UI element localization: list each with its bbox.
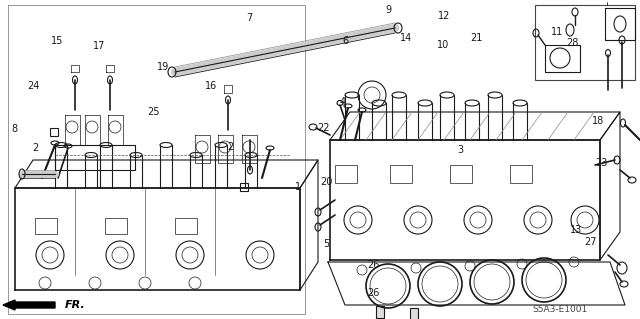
Bar [175, 218, 197, 234]
Bar [410, 308, 418, 319]
Text: 2: 2 [227, 142, 234, 152]
Text: 11: 11 [550, 27, 563, 37]
Text: 26: 26 [367, 260, 380, 270]
Text: 1: 1 [294, 182, 301, 192]
Text: 2: 2 [32, 143, 38, 153]
Bar [450, 165, 472, 183]
Text: 8: 8 [11, 124, 17, 134]
Text: 22: 22 [317, 122, 330, 133]
Bar [376, 306, 384, 318]
Text: 21: 21 [470, 33, 483, 43]
Bar [50, 128, 58, 136]
Text: 23: 23 [595, 158, 608, 168]
Text: 17: 17 [93, 41, 106, 51]
Text: 4: 4 [339, 97, 346, 107]
FancyArrow shape [3, 300, 55, 310]
Text: 9: 9 [385, 5, 392, 15]
Text: 19: 19 [157, 62, 170, 72]
Text: 5: 5 [323, 239, 330, 249]
Text: 16: 16 [205, 81, 218, 91]
Text: 12: 12 [438, 11, 451, 21]
Bar [240, 183, 248, 191]
Text: 26: 26 [367, 287, 380, 298]
Text: FR.: FR. [65, 300, 86, 310]
Text: 3: 3 [458, 145, 464, 155]
Text: 25: 25 [147, 107, 160, 117]
Bar [35, 218, 57, 234]
Text: 28: 28 [566, 38, 579, 48]
Text: 13: 13 [570, 225, 582, 235]
Bar [535, 5, 635, 80]
Text: 18: 18 [592, 116, 605, 126]
Text: 27: 27 [584, 237, 596, 248]
Text: 20: 20 [320, 177, 333, 187]
Text: 15: 15 [51, 36, 64, 47]
Text: 7: 7 [246, 12, 253, 23]
Bar [510, 165, 532, 183]
Bar [105, 218, 127, 234]
Text: 10: 10 [437, 40, 450, 50]
Text: 24: 24 [27, 81, 40, 91]
Text: 14: 14 [399, 33, 412, 43]
Bar [390, 165, 412, 183]
Text: S5A3-E1001: S5A3-E1001 [532, 306, 588, 315]
Bar [335, 165, 357, 183]
Text: 6: 6 [342, 36, 349, 47]
